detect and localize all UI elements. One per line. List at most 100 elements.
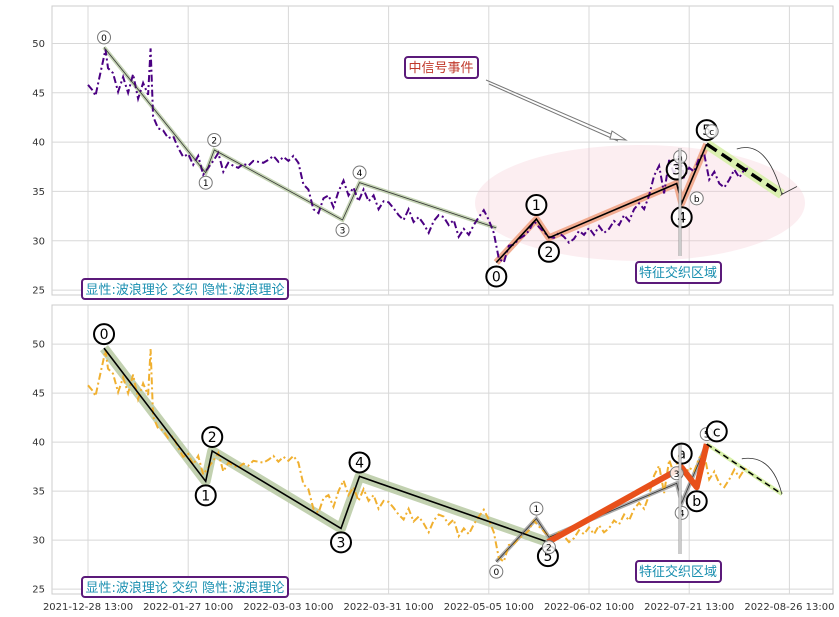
wave-label-circle [352,165,367,180]
wave-label-circle [348,451,371,474]
wave-label-text: 2 [208,430,217,446]
small-wave-label-c: c [704,124,719,139]
y-tick-label: 40 [32,138,45,149]
wave-line [103,47,497,229]
wave-label-0: 0 [97,30,112,45]
small-wave-label-text: b [694,195,700,205]
x-tick-labels: 2021-12-28 13:00 2022-01-27 10:00 2022-03-… [43,602,835,613]
bottom-zone-text: 特征交织区域 [639,564,717,580]
small-wave-label-text: c [709,128,714,138]
top-wave-labels: 01234012345abc [97,30,719,288]
wave-label-circle [525,194,548,217]
y-tick-label: 25 [32,286,45,297]
bottom-y-tick-labels: 25 30 35 40 45 50 [32,340,45,596]
small-wave-label-circle [704,124,719,139]
wave-label-circle [335,223,350,238]
wave-label-0: 0 [485,265,508,288]
wave-label-3: 3 [330,531,353,554]
bottom-zone-box [635,560,722,583]
wave-line [495,143,708,264]
wave-label-2: 2 [207,133,222,148]
wave-label-text: b [692,494,701,510]
wave-label-text: 5 [543,549,552,565]
projection-arc [741,457,783,495]
event-arrow-head [609,130,628,141]
projection-line [706,443,783,495]
wave-line [103,347,549,543]
top-zone-text: 特征交织区域 [639,265,717,281]
bottom-bottom-label-box [81,576,289,598]
price-line [87,48,750,265]
event-annotation: 中信号事件 [404,56,628,142]
bottom-price-series [87,349,750,564]
wave-label-text: 3 [340,227,346,237]
y-tick-label: 35 [32,187,45,198]
small-wave-label-b: b [689,191,704,206]
wave-label-circle [541,540,556,555]
price-line [87,349,750,564]
wave-label-text: 1 [203,179,209,189]
wave-label-b: b [685,490,708,513]
wave-label-text: 1 [532,198,541,214]
y-tick-label: 50 [32,340,45,351]
wave-label-4: 4 [352,165,367,180]
top-bottom-label-box [81,278,289,300]
wave-label-1: 1 [198,175,213,190]
top-price-series [87,48,750,265]
projection-line [705,142,783,196]
wave-label-text: 3 [674,470,680,480]
wave-label-text: 4 [355,455,364,471]
wave-label-0: 0 [489,564,504,579]
x-tick-label: 2022-07-21 13:00 [644,602,734,613]
wave-label-circle [97,30,112,45]
bottom-wave-labels: 012345012345abc [93,323,728,579]
wave-label-circle [529,501,544,516]
wave-label-2: 2 [537,240,560,263]
top-y-tick-labels: 25 30 35 40 45 50 [32,39,45,297]
wave-label-text: 2 [546,544,552,554]
y-tick-label: 45 [32,389,45,400]
corrective-wave-line [546,443,710,545]
wave-label-circle [207,133,222,148]
wave-label-2: 2 [541,540,556,555]
wave-label-text: 1 [201,488,210,504]
small-wave-label-circle [705,420,728,443]
projection-arc [736,147,798,195]
wave-label-4: 4 [670,206,693,229]
x-tick-label: 2022-03-03 10:00 [243,602,333,613]
small-wave-label-circle [689,191,704,206]
wave-label-4: 4 [674,505,689,520]
bottom-gridlines [52,305,833,594]
top-bottom-label: 显性:波浪理论 交织 隐性:波浪理论 [85,282,284,298]
wave-label-text: 4 [677,210,686,226]
wave-label-circle [674,505,689,520]
wave-label-circle [194,484,217,507]
wave-label-text: 0 [100,327,109,343]
wave-label-circle [670,206,693,229]
wave-label-3: 3 [335,223,350,238]
wave-label-0: 0 [93,323,116,346]
y-tick-label: 35 [32,487,45,498]
event-box [404,56,479,79]
wave-label-text: 0 [492,269,501,285]
wave-label-2: 2 [201,425,224,448]
wave-label-1: 1 [194,484,217,507]
x-tick-label: 2022-06-02 10:00 [544,602,634,613]
wave-label-circle [330,531,353,554]
wave-label-circle [201,425,224,448]
wave-label-circle [537,240,560,263]
wave-label-text: 3 [672,163,681,179]
y-tick-label: 30 [32,236,45,247]
wave-label-text: 0 [101,34,107,44]
y-tick-label: 30 [32,536,45,547]
x-tick-label: 2022-03-31 10:00 [344,602,434,613]
wave-label-1: 1 [529,501,544,516]
event-arrow-shaft-2 [488,83,619,142]
top-zone-box [635,261,722,284]
wave-label-1: 1 [525,194,548,217]
top-wave-lines-over [103,47,798,264]
wave-label-circle [670,442,693,465]
wave-line [496,443,708,562]
y-tick-label: 45 [32,88,45,99]
